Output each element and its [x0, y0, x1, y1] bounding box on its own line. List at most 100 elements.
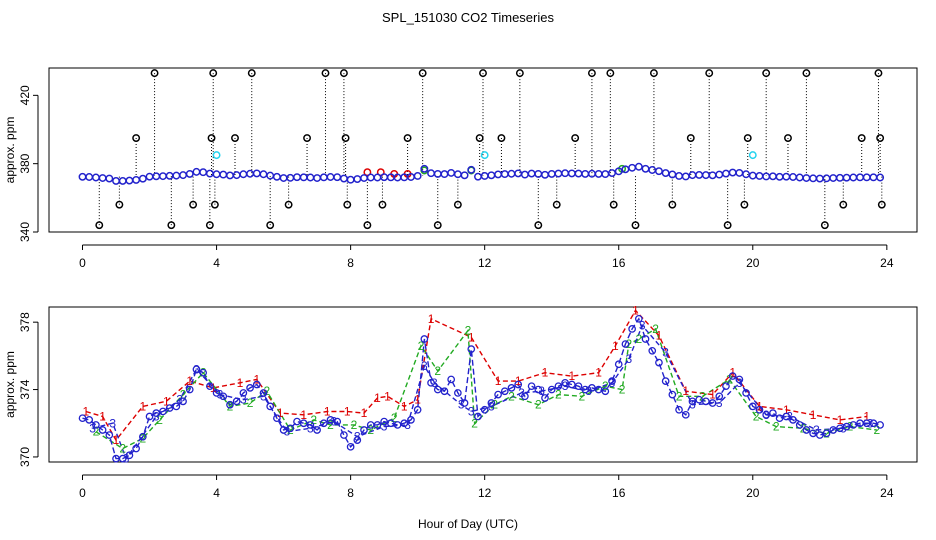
point-avg [239, 389, 248, 397]
point-raw [820, 221, 829, 230]
point-averaged [205, 169, 214, 178]
x-tick-label: 20 [746, 486, 760, 500]
x-tick-label: 24 [880, 256, 894, 270]
point-averaged [252, 169, 261, 178]
marker-2: 2 [310, 413, 317, 427]
point-avg [702, 397, 710, 406]
point-averaged [487, 171, 496, 180]
point-raw [649, 69, 658, 78]
point-avg [755, 405, 764, 414]
point-avg [105, 431, 114, 439]
marker-2: 2 [579, 389, 586, 403]
point-raw [231, 134, 239, 142]
marker-1: 1 [783, 403, 790, 417]
point-avg [333, 417, 342, 426]
point-raw [802, 69, 811, 78]
point-averaged [78, 172, 87, 181]
point-avg [842, 422, 851, 431]
point-avg [494, 390, 502, 399]
point-averaged [433, 169, 442, 178]
point-averaged [514, 169, 523, 178]
point-averaged [715, 170, 724, 179]
point-avg [594, 385, 603, 394]
point-avg [199, 368, 208, 377]
point-avg [574, 382, 583, 391]
marker-3: 3 [284, 425, 291, 439]
series-line-1 [85, 309, 867, 442]
marker-3: 3 [468, 404, 475, 418]
point-averaged [541, 170, 549, 179]
point-averaged [85, 173, 94, 181]
marker-1: 1 [682, 384, 689, 398]
point-averaged [232, 171, 241, 180]
point-avg [728, 372, 737, 380]
marker-3: 3 [662, 345, 669, 359]
point-raw [95, 221, 104, 230]
point-averaged [755, 172, 764, 180]
point-avg [500, 387, 509, 396]
point-averaged [735, 168, 744, 177]
point-avg [165, 404, 174, 412]
marker-2: 2 [351, 418, 358, 432]
point-raw [839, 200, 848, 209]
marker-1: 1 [401, 399, 408, 413]
point-averaged [125, 176, 134, 185]
point-raw [189, 200, 198, 209]
x-tick-label: 8 [347, 256, 354, 270]
marker-3: 3 [625, 352, 632, 366]
series-line-2 [95, 327, 877, 450]
point-raw [784, 134, 792, 142]
point-raw [303, 134, 312, 142]
point-avg [98, 426, 107, 434]
point-raw [433, 221, 442, 230]
point-avg [138, 432, 147, 441]
point-averaged [869, 173, 878, 182]
marker-1: 1 [324, 404, 331, 418]
point-avg [614, 360, 623, 369]
point-avg [876, 421, 884, 429]
point-avg [172, 402, 181, 411]
point-avg [460, 399, 469, 407]
point-avg [541, 394, 549, 402]
point-avg [393, 421, 402, 429]
point-averaged [199, 168, 208, 177]
y-axis-label: approx. ppm [3, 351, 17, 418]
y-tick-label: 370 [18, 447, 32, 467]
point-avg [815, 431, 824, 439]
point-avg [742, 389, 750, 397]
marker-1: 1 [837, 413, 844, 427]
point-averaged [172, 171, 181, 180]
point-averaged [192, 167, 201, 176]
marker-1: 1 [428, 312, 435, 326]
x-tick-label: 0 [79, 486, 86, 500]
marker-3: 3 [109, 416, 116, 430]
point-averaged [286, 173, 295, 182]
marker-1: 1 [210, 381, 217, 395]
point-averaged [453, 170, 462, 179]
x-tick-label: 8 [347, 486, 354, 500]
marker-2: 2 [93, 425, 100, 439]
point-averaged [118, 176, 127, 185]
marker-1: 1 [595, 366, 602, 380]
point-avg [487, 399, 496, 407]
point-averaged [474, 172, 482, 181]
point-avg [762, 410, 771, 419]
point-avg [427, 378, 435, 387]
point-avg [420, 335, 429, 343]
marker-2: 2 [180, 388, 187, 402]
point-averaged [789, 173, 797, 181]
marker-3: 3 [421, 359, 428, 373]
point-avg [326, 416, 335, 424]
point-averaged [494, 170, 503, 179]
point-averaged [246, 169, 255, 178]
point-avg [407, 416, 415, 424]
point-raw [497, 134, 506, 142]
point-raw [631, 221, 640, 230]
point-avg [695, 395, 704, 404]
point-avg [433, 385, 442, 394]
point-averaged [212, 170, 221, 179]
series-line-avg [82, 317, 881, 460]
point-avg [634, 314, 643, 323]
point-avg [125, 451, 134, 460]
point-averaged [708, 171, 717, 180]
